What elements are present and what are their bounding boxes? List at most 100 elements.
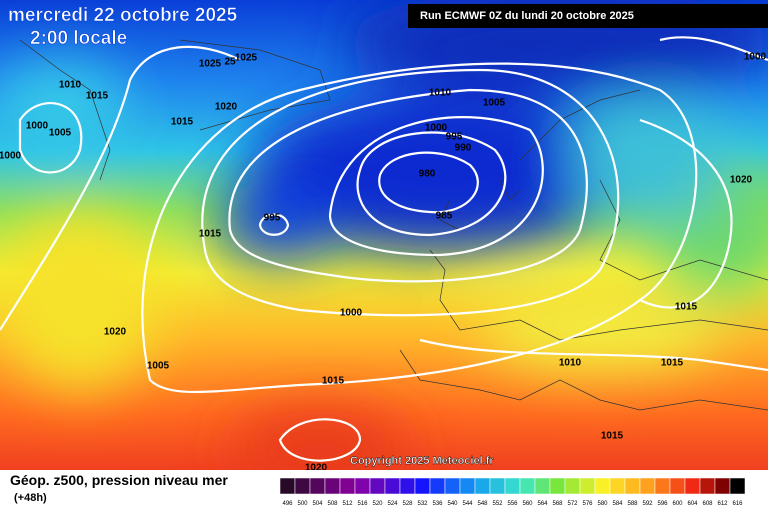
scale-label: 556 (507, 501, 518, 507)
scale-swatch (429, 477, 446, 495)
scale-label: 536 (432, 501, 443, 507)
scale-label: 612 (717, 501, 728, 507)
isobar-label: 1000 (425, 123, 448, 134)
scale-label: 584 (612, 501, 623, 507)
scale-label: 532 (417, 501, 428, 507)
scale-label: 600 (672, 501, 683, 507)
scale-label: 508 (327, 501, 338, 507)
isobars (0, 36, 768, 462)
run-label: Run ECMWF 0Z du lundi 20 octobre 2025 (420, 10, 634, 22)
scale-swatch (504, 477, 521, 495)
scale-swatch (399, 477, 416, 495)
color-scale: 496 500 504 508 512 516 520 524 528 532 536 540 544 5… (279, 477, 746, 507)
scale-swatch (699, 477, 716, 495)
scale-label: 540 (447, 501, 458, 507)
run-box (408, 4, 768, 28)
map: 1025 25 1025101010151000100510151020100010… (0, 0, 768, 474)
isobar-label: 980 (419, 169, 436, 180)
date-label: mercredi 22 octobre 2025 (8, 5, 238, 26)
isobar-label: 1020 (104, 327, 127, 338)
time-label: 2:00 locale (30, 28, 127, 49)
isobar-label: 1020 (305, 463, 328, 474)
scale-label: 512 (342, 501, 353, 507)
isobar-label: 1015 (171, 117, 194, 128)
isobar-label: 1015 (601, 431, 624, 442)
scale-label: 604 (687, 501, 698, 507)
copyright: Copyright 2025 Meteociel.fr (350, 455, 494, 467)
scale-swatch (714, 477, 731, 495)
scale-swatch (459, 477, 476, 495)
scale-swatch (684, 477, 701, 495)
scale-swatch (489, 477, 506, 495)
scale-swatch (519, 477, 536, 495)
scale-label: 544 (462, 501, 473, 507)
scale-label: 524 (387, 501, 398, 507)
isobar-label: 1025 (199, 59, 222, 70)
scale-swatch (294, 477, 311, 495)
scale-swatch (309, 477, 326, 495)
scale-label: 576 (582, 501, 593, 507)
isobar-label: 1000 (744, 52, 767, 63)
scale-label: 596 (657, 501, 668, 507)
footer-title: Géop. z500, pression niveau mer (10, 472, 228, 488)
scale-swatch (369, 477, 386, 495)
footer-lead: (+48h) (14, 492, 47, 504)
isobar-label: 1015 (675, 302, 698, 313)
scale-swatch (414, 477, 431, 495)
isobar-label: 1020 (730, 175, 753, 186)
scale-label: 516 (357, 501, 368, 507)
isobar-label: 1000 (340, 308, 363, 319)
scale-label: 500 (297, 501, 308, 507)
scale-label: 592 (642, 501, 653, 507)
isobar-label: 1025 (235, 53, 258, 64)
scale-label: 552 (492, 501, 503, 507)
scale-label: 580 (597, 501, 608, 507)
isobar-label: 1005 (483, 98, 506, 109)
scale-label: 504 (312, 501, 323, 507)
scale-swatch (564, 477, 581, 495)
scale-label: 608 (702, 501, 713, 507)
scale-label: 548 (477, 501, 488, 507)
scale-swatch (594, 477, 611, 495)
isobar-label: 1010 (559, 358, 582, 369)
isobar-label: 1005 (147, 361, 170, 372)
isobar-label: 1010 (429, 88, 452, 99)
isobar-label: 995 (446, 132, 463, 143)
isobar-label: 1000 (0, 151, 22, 162)
isobar-label: 1005 (49, 128, 72, 139)
isobar-label: 25 (224, 57, 236, 68)
scale-label: 564 (537, 501, 548, 507)
scale-swatch (729, 477, 746, 495)
isobar-label: 985 (436, 211, 453, 222)
scale-swatch (339, 477, 356, 495)
isobar-label: 1015 (322, 376, 345, 387)
scale-swatch (384, 477, 401, 495)
scale-label: 520 (372, 501, 383, 507)
isobar-label: 995 (264, 213, 281, 224)
scale-label: 588 (627, 501, 638, 507)
scale-swatch (624, 477, 641, 495)
scale-swatch (354, 477, 371, 495)
scale-swatch (549, 477, 566, 495)
isobar-label: 1020 (215, 102, 238, 113)
scale-label: 568 (552, 501, 563, 507)
scale-label: 528 (402, 501, 413, 507)
isobar-label: 1000 (26, 121, 49, 132)
isobar-label: 990 (455, 143, 472, 154)
scale-swatch (639, 477, 656, 495)
scale-swatch (474, 477, 491, 495)
scale-swatch (609, 477, 626, 495)
scale-swatch (579, 477, 596, 495)
scale-swatch (654, 477, 671, 495)
scale-label: 572 (567, 501, 578, 507)
scale-label: 496 (282, 501, 293, 507)
isobar-label: 1015 (661, 358, 684, 369)
scale-swatch (279, 477, 296, 495)
scale-swatch (534, 477, 551, 495)
scale-swatch (444, 477, 461, 495)
scale-label: 560 (522, 501, 533, 507)
isobar-label: 1015 (199, 229, 222, 240)
isobar-label: 1015 (86, 91, 109, 102)
scale-swatch (324, 477, 341, 495)
